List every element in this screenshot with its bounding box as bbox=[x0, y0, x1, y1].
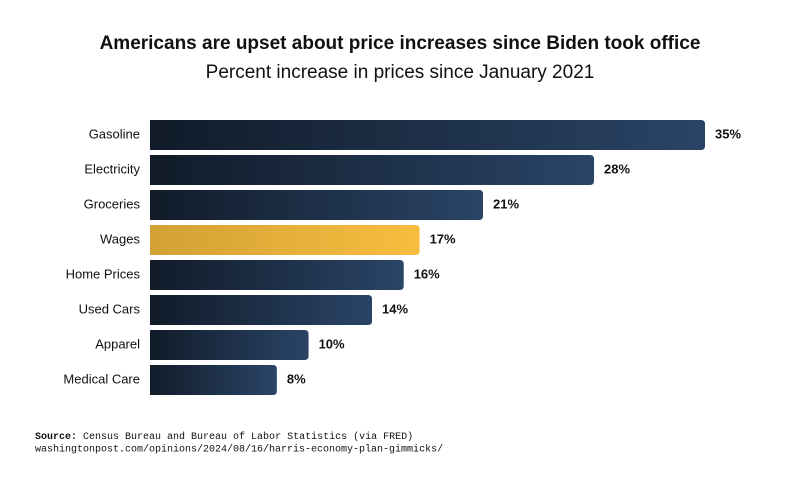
category-label: Used Cars bbox=[79, 301, 141, 316]
value-label: 21% bbox=[493, 196, 519, 211]
value-label: 8% bbox=[287, 371, 306, 386]
bar bbox=[150, 295, 372, 325]
bar bbox=[150, 365, 277, 395]
category-label: Medical Care bbox=[63, 371, 140, 386]
source-block: Source: Census Bureau and Bureau of Labo… bbox=[35, 431, 413, 443]
url: washingtonpost.com/opinions/2024/08/16/h… bbox=[35, 444, 443, 456]
chart-subtitle: Percent increase in prices since January… bbox=[206, 62, 595, 83]
category-label: Home Prices bbox=[66, 266, 141, 281]
value-label: 17% bbox=[430, 231, 456, 246]
bar bbox=[150, 190, 483, 220]
bar bbox=[150, 260, 404, 290]
value-label: 16% bbox=[414, 266, 440, 281]
source-label: Source: bbox=[35, 432, 77, 443]
value-label: 35% bbox=[715, 126, 741, 141]
value-label: 14% bbox=[382, 301, 408, 316]
bar bbox=[150, 330, 309, 360]
bar bbox=[150, 120, 705, 150]
bar bbox=[150, 225, 420, 255]
chart-title: Americans are upset about price increase… bbox=[100, 33, 701, 54]
category-label: Wages bbox=[100, 231, 140, 246]
category-label: Electricity bbox=[84, 161, 140, 176]
value-label: 28% bbox=[604, 161, 630, 176]
category-label: Apparel bbox=[95, 336, 140, 351]
category-label: Groceries bbox=[84, 196, 141, 211]
bar bbox=[150, 155, 594, 185]
source: Census Bureau and Bureau of Labor Statis… bbox=[83, 431, 413, 443]
category-label: Gasoline bbox=[89, 126, 140, 141]
value-label: 10% bbox=[319, 336, 345, 351]
